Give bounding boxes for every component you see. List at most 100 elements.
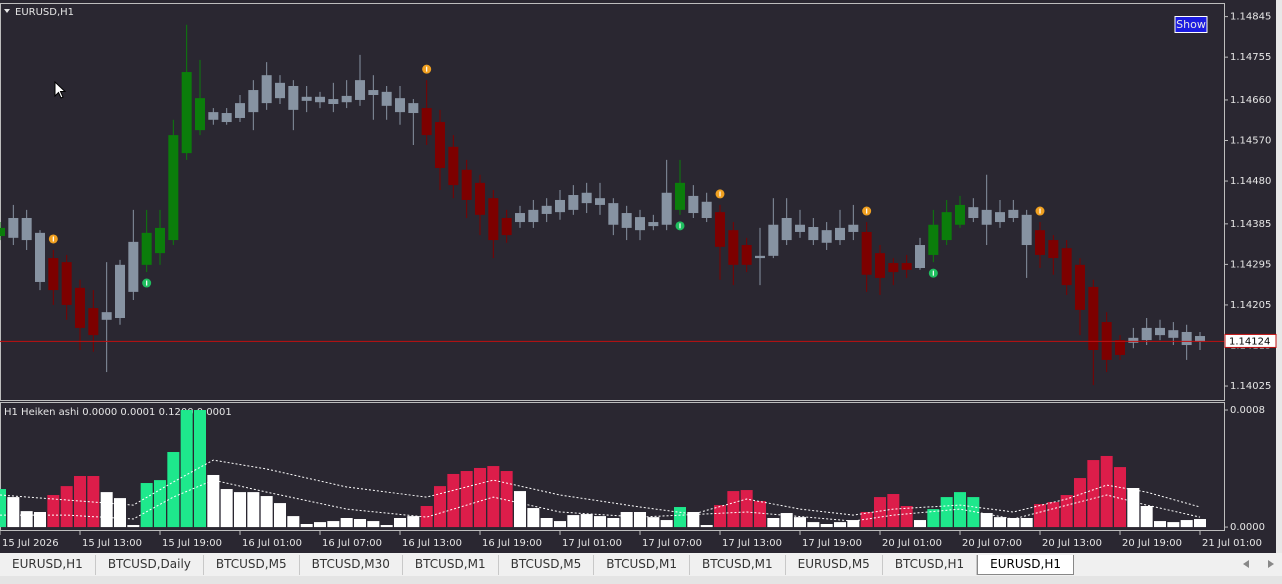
candle-body (368, 90, 379, 96)
current-price-label: 1.14124 (1229, 336, 1270, 347)
candle-body (301, 96, 312, 101)
symbol-label: EURUSD,H1 (15, 7, 74, 18)
histogram-bar (194, 410, 206, 528)
x-tick-label: 21 Jul 01:00 (1202, 538, 1262, 549)
candle-body (755, 255, 765, 259)
candle-body (808, 227, 819, 241)
candle-body (701, 201, 712, 218)
tab[interactable]: EURUSD,H1 (977, 555, 1074, 575)
histogram-bar (500, 471, 513, 528)
histogram-bar (314, 522, 326, 528)
candle-body (208, 112, 219, 120)
candle-body (1075, 264, 1085, 310)
candle-body (995, 212, 1005, 223)
histogram-bar (927, 509, 940, 528)
histogram-bar (1100, 455, 1113, 528)
candle-body (128, 241, 139, 292)
histogram-bar (220, 489, 233, 528)
histogram-bar (287, 516, 300, 528)
tab[interactable]: BTCUSD,M1 (403, 555, 499, 575)
candle-body (275, 82, 285, 99)
show-button-box[interactable] (1174, 16, 1208, 33)
indicator-line (0, 459, 1201, 516)
x-tick-label: 15 Jul 13:00 (82, 538, 142, 549)
histogram-bar (394, 518, 406, 528)
candle-body (621, 213, 632, 228)
tab[interactable]: BTCUSD,M1 (690, 555, 786, 575)
candle-body (408, 103, 419, 114)
x-tick-label: 20 Jul 07:00 (962, 538, 1022, 549)
histogram-bar (1154, 521, 1166, 528)
candle-body (288, 85, 299, 110)
tab[interactable]: BTCUSD,Daily (96, 555, 204, 575)
candle-body (1088, 286, 1099, 350)
histogram-bar (567, 515, 580, 528)
candle-body (955, 204, 965, 225)
histogram-bar (1127, 488, 1140, 528)
candle-body (1115, 340, 1125, 355)
tab[interactable]: EURUSD,M5 (786, 555, 883, 575)
candle-body (821, 230, 832, 243)
candle-body (715, 212, 725, 247)
candle-body (595, 198, 605, 205)
candle-body (448, 146, 459, 186)
histogram-bar (380, 525, 393, 528)
tab[interactable]: BTCUSD,M5 (204, 555, 300, 575)
candle-body (941, 212, 952, 241)
candle-body (515, 213, 525, 223)
histogram-bar (514, 491, 526, 528)
histogram-bar (674, 507, 686, 528)
candle-body (648, 222, 659, 227)
x-tick-label: 15 Jul 19:00 (162, 538, 222, 549)
edge (1276, 0, 1282, 553)
histogram-bar (554, 521, 566, 528)
histogram-bar (114, 498, 126, 528)
candle-body (8, 217, 19, 238)
histogram-bar (727, 491, 740, 528)
histogram-bar (607, 518, 620, 528)
candle-body (35, 232, 45, 282)
y-tick-label: 1.14755 (1230, 52, 1271, 63)
histogram-bar (327, 521, 340, 528)
candle-body (768, 224, 779, 256)
histogram-bar (1087, 460, 1100, 528)
histogram-bar (354, 519, 366, 528)
candle-body (88, 308, 99, 336)
tab[interactable]: BTCUSD,M1 (594, 555, 690, 575)
candle-body (848, 224, 859, 232)
y-tick-label: 1.14480 (1230, 176, 1271, 187)
candle-body (315, 96, 325, 103)
histogram-bar (767, 518, 780, 528)
candle-body (1021, 214, 1032, 246)
menu-arrow[interactable] (4, 9, 10, 13)
tab[interactable]: BTCUSD,H1 (883, 555, 978, 575)
show-button-label[interactable]: Show (1176, 18, 1206, 31)
histogram-bar (47, 495, 60, 528)
indicator-line (0, 479, 1201, 522)
candle-body (581, 192, 592, 204)
histogram-bar (527, 508, 540, 528)
candle-body (75, 287, 85, 328)
histogram-bar (260, 496, 273, 528)
candle-body (861, 231, 872, 275)
candle-body (115, 264, 125, 319)
histogram-bar (660, 520, 673, 528)
histogram-bar (434, 486, 446, 528)
tab[interactable]: BTCUSD,M5 (499, 555, 595, 575)
y-tick-label: 1.14660 (1230, 95, 1271, 106)
candle-body (635, 217, 645, 231)
tab[interactable]: BTCUSD,M30 (300, 555, 403, 575)
histogram-bar (954, 492, 966, 528)
show-button[interactable]: Show (1174, 16, 1208, 33)
histogram-bar (1114, 467, 1126, 528)
tab-bar: EURUSD,H1 BTCUSD,Daily BTCUSD,M5 BTCUSD,M30… (0, 555, 1074, 575)
scroll-left (1243, 560, 1249, 568)
tab[interactable]: EURUSD,H1 (0, 555, 96, 575)
candle-body (675, 182, 685, 210)
candle-body (395, 98, 405, 113)
histogram-bar (367, 521, 380, 528)
histogram-bar (0, 489, 6, 528)
histogram-bar (1180, 520, 1193, 528)
candle-body (915, 245, 925, 268)
candle-body (968, 207, 979, 218)
